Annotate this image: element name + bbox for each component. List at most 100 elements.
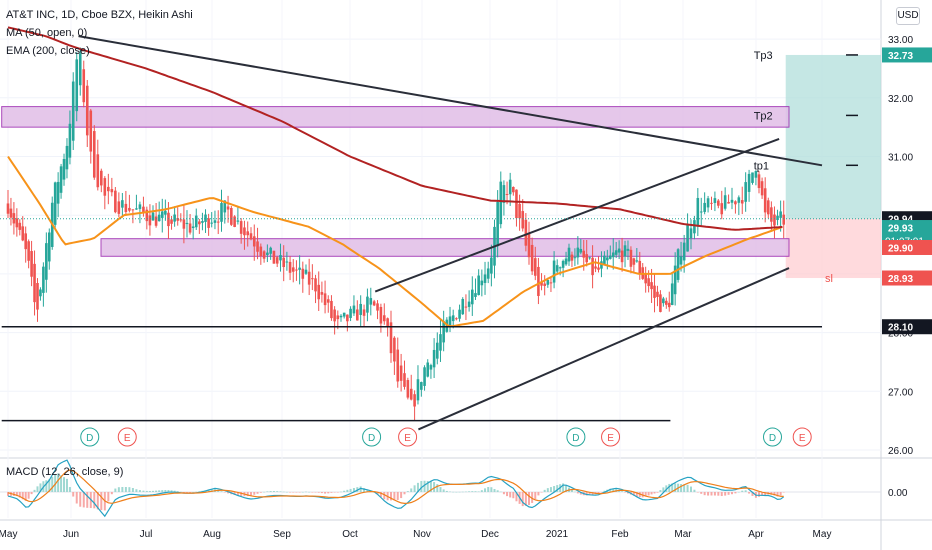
candle-down <box>117 201 121 214</box>
candle-up <box>696 197 700 227</box>
candle-down <box>720 203 724 215</box>
candle-down <box>128 207 131 211</box>
macd-histogram-bar <box>170 490 173 492</box>
macd-histogram-bar <box>730 492 733 495</box>
candle-down <box>326 299 330 303</box>
macd-histogram-bar <box>223 492 226 493</box>
dividend-marker[interactable]: D <box>80 427 100 447</box>
macd-histogram-bar <box>30 492 33 495</box>
macd-legend[interactable]: MACD (12, 26, close, 9) <box>6 466 124 478</box>
macd-histogram-bar <box>499 491 502 493</box>
macd-histogram-bar <box>588 492 591 496</box>
macd-histogram-bar <box>192 491 195 493</box>
candle-down <box>27 241 30 261</box>
candle-up <box>423 367 426 386</box>
macd-histogram-bar <box>161 490 164 492</box>
candle-up <box>448 316 452 326</box>
macd-histogram-bar <box>131 488 134 492</box>
macd-histogram-bar <box>18 492 21 498</box>
ema-legend[interactable]: EMA (200, close) <box>6 45 90 57</box>
candle-up <box>608 255 612 259</box>
macd-histogram-bar <box>39 483 42 492</box>
candle-down <box>505 193 509 195</box>
candle-down <box>188 223 192 233</box>
macd-histogram-bar <box>298 492 301 493</box>
candle-up <box>223 200 227 213</box>
macd-histogram-bar <box>308 491 311 493</box>
candle-down <box>515 189 518 219</box>
macd-histogram-bar <box>400 492 403 499</box>
macd-histogram-bar <box>48 479 51 492</box>
macd-histogram-bar <box>524 492 527 506</box>
price-label-bg <box>882 270 932 286</box>
candle-up <box>157 214 161 222</box>
candle-down <box>107 186 110 192</box>
macd-histogram-bar <box>96 492 99 510</box>
candle-down <box>393 337 396 362</box>
candle-up <box>779 211 782 218</box>
candle-up <box>673 265 677 295</box>
candle-up <box>420 382 423 390</box>
candle-down <box>323 293 327 306</box>
macd-histogram-bar <box>693 489 696 492</box>
candle-down <box>114 190 117 213</box>
earnings-marker[interactable]: E <box>398 427 418 447</box>
dividend-marker[interactable]: D <box>362 427 382 447</box>
macd-histogram-bar <box>158 490 161 492</box>
earnings-marker[interactable]: E <box>601 427 621 447</box>
ma-legend[interactable]: MA (50, open, 0) <box>6 27 88 39</box>
macd-histogram-bar <box>761 492 764 496</box>
earnings-marker[interactable]: E <box>117 427 137 447</box>
dividend-marker[interactable]: D <box>566 427 586 447</box>
macd-histogram-bar <box>363 488 366 492</box>
macd-histogram-bar <box>343 490 346 492</box>
dividend-marker[interactable]: D <box>763 427 782 447</box>
tp3-label: Tp3 <box>754 50 773 62</box>
candle-up <box>201 221 204 223</box>
candle-down <box>333 309 336 322</box>
y-tick-label: 33.00 <box>888 35 913 46</box>
macd-histogram-bar <box>624 492 627 493</box>
candle-up <box>121 200 124 208</box>
macd-histogram-bar <box>182 492 185 493</box>
candle-up <box>78 53 82 86</box>
candle-up <box>47 232 51 262</box>
candle-down <box>96 154 100 188</box>
macd-histogram-bar <box>521 492 524 507</box>
macd-histogram-bar <box>650 492 653 495</box>
macd-histogram-bar <box>707 492 710 496</box>
candle-down <box>734 201 737 205</box>
macd-histogram-bar <box>393 492 396 501</box>
candle-down <box>727 201 730 204</box>
macd-histogram-bar <box>410 488 413 492</box>
candle-down <box>540 281 543 286</box>
candle-down <box>376 303 379 311</box>
macd-histogram-bar <box>668 483 671 492</box>
macd-histogram-bar <box>217 490 220 492</box>
macd-histogram-bar <box>124 487 127 492</box>
candle-down <box>638 260 642 274</box>
currency-button[interactable]: USD <box>896 7 920 25</box>
macd-histogram-bar <box>82 492 85 508</box>
candle-down <box>396 349 400 382</box>
macd-histogram-bar <box>57 473 60 492</box>
price-label-text: 32.73 <box>888 51 913 62</box>
macd-histogram-bar <box>782 492 785 493</box>
macd-histogram-bar <box>671 483 674 492</box>
event-circle <box>566 427 586 447</box>
macd-histogram-bar <box>176 491 179 492</box>
candle-up <box>185 222 189 225</box>
candle-up <box>706 198 710 208</box>
candle-up <box>474 293 477 297</box>
macd-histogram-bar <box>185 492 188 493</box>
macd-histogram-bar <box>496 490 499 492</box>
candle-down <box>89 110 93 152</box>
earnings-marker[interactable]: E <box>792 427 812 447</box>
candle-up <box>213 220 217 223</box>
candle-up <box>496 202 499 247</box>
candle-up <box>432 349 436 368</box>
macd-histogram-bar <box>553 486 556 492</box>
macd-histogram-bar <box>246 492 249 497</box>
macd-histogram-bar <box>352 488 355 492</box>
